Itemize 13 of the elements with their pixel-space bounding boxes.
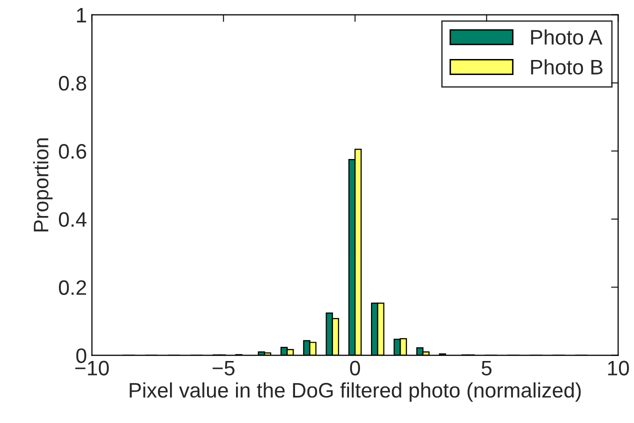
y-tick-label: 0.6: [58, 144, 86, 159]
y-tick-label: 1: [77, 8, 86, 22]
x-tick-label: 5: [482, 360, 492, 376]
x-tick-label: 0: [350, 360, 360, 376]
x-tick-label: −5: [212, 360, 234, 376]
x-tick-label: 10: [608, 360, 629, 376]
y-tick-label: 0.8: [58, 76, 86, 91]
legend-label: Photo B: [531, 59, 602, 75]
legend-label: Photo A: [531, 29, 602, 45]
x-axis-title: Pixel value in the DoG filtered photo (normalized): [130, 382, 581, 402]
y-tick-label: 0.4: [58, 212, 86, 227]
y-axis-title: Proportion: [33, 138, 53, 232]
y-tick-label: 0.2: [58, 280, 86, 295]
